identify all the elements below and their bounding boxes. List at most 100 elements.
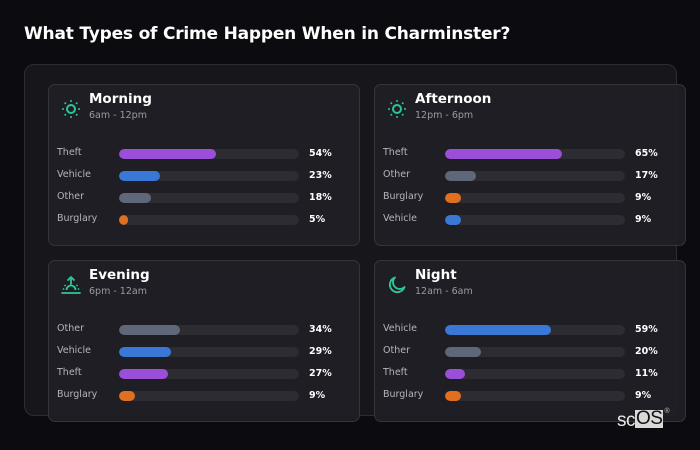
bar-track: [445, 325, 625, 335]
sunset-icon: [61, 276, 81, 294]
crime-type-label: Vehicle: [57, 345, 91, 356]
bar-fill: [119, 369, 168, 379]
bar-track: [119, 325, 299, 335]
crime-type-label: Burglary: [57, 389, 98, 400]
card-afternoon: Afternoon 12pm - 6pm Theft 65% Other 17%…: [374, 84, 686, 246]
bar-track: [119, 391, 299, 401]
bar-track: [445, 149, 625, 159]
crime-bar-row: Vehicle 29%: [49, 343, 359, 365]
crime-percent: 59%: [635, 324, 658, 335]
watermark-prefix: sc: [617, 410, 636, 431]
bar-track: [119, 171, 299, 181]
bar-track: [119, 149, 299, 159]
bar-track: [445, 391, 625, 401]
crime-type-label: Theft: [57, 147, 82, 158]
crime-bar-list: Vehicle 59% Other 20% Theft 11% Burglary…: [375, 321, 685, 409]
sun-icon: [388, 100, 406, 118]
crime-percent: 9%: [635, 214, 652, 225]
crime-type-label: Theft: [57, 367, 82, 378]
crime-percent: 23%: [309, 170, 332, 181]
bar-fill: [445, 215, 462, 225]
crime-percent: 9%: [635, 192, 652, 203]
bar-fill: [445, 149, 562, 159]
crime-bar-row: Theft 65%: [375, 145, 685, 167]
crime-percent: 9%: [309, 390, 326, 401]
card-title: Morning: [89, 91, 152, 107]
card-time-range: 6am - 12pm: [89, 110, 147, 121]
bar-fill: [445, 369, 465, 379]
bar-fill: [445, 171, 476, 181]
bar-fill: [119, 171, 161, 181]
crime-percent: 27%: [309, 368, 332, 379]
moon-icon: [388, 276, 406, 294]
crime-bar-row: Vehicle 59%: [375, 321, 685, 343]
crime-bar-row: Burglary 9%: [49, 387, 359, 409]
bar-fill: [119, 391, 136, 401]
crime-bar-list: Theft 65% Other 17% Burglary 9% Vehicle …: [375, 145, 685, 233]
card-time-range: 12pm - 6pm: [415, 110, 474, 121]
card-title: Evening: [89, 267, 150, 283]
crime-type-label: Vehicle: [57, 169, 91, 180]
crime-type-label: Other: [383, 169, 410, 180]
crime-type-label: Theft: [383, 367, 408, 378]
bar-track: [445, 171, 625, 181]
crime-bar-row: Burglary 9%: [375, 387, 685, 409]
bar-fill: [119, 149, 217, 159]
card-time-range: 12am - 6am: [415, 286, 473, 297]
crime-type-label: Other: [57, 323, 84, 334]
crime-bar-row: Vehicle 23%: [49, 167, 359, 189]
bar-track: [445, 347, 625, 357]
bar-fill: [119, 215, 128, 225]
crime-percent: 18%: [309, 192, 332, 203]
crime-bar-list: Other 34% Vehicle 29% Theft 27% Burglary…: [49, 321, 359, 409]
bar-track: [119, 369, 299, 379]
crime-bar-row: Other 20%: [375, 343, 685, 365]
crime-percent: 29%: [309, 346, 332, 357]
bar-fill: [445, 347, 481, 357]
crime-type-label: Other: [383, 345, 410, 356]
bar-fill: [119, 325, 181, 335]
crime-bar-row: Vehicle 9%: [375, 211, 685, 233]
crime-percent: 5%: [309, 214, 326, 225]
crime-type-label: Burglary: [57, 213, 98, 224]
crime-type-label: Theft: [383, 147, 408, 158]
crime-bar-row: Other 34%: [49, 321, 359, 343]
card-title: Afternoon: [415, 91, 492, 107]
card-night: Night 12am - 6am Vehicle 59% Other 20% T…: [374, 260, 686, 422]
crime-percent: 17%: [635, 170, 658, 181]
watermark-boxed-text: OS: [635, 408, 664, 429]
sun-icon: [62, 100, 80, 118]
crime-type-label: Burglary: [383, 389, 424, 400]
scos-watermark-logo: sc OS ®: [617, 408, 670, 432]
card-title: Night: [415, 267, 457, 283]
bar-track: [119, 193, 299, 203]
bar-fill: [445, 193, 462, 203]
bar-fill: [119, 193, 152, 203]
crime-type-label: Burglary: [383, 191, 424, 202]
page-title: What Types of Crime Happen When in Charm…: [24, 24, 511, 44]
card-time-range: 6pm - 12am: [89, 286, 147, 297]
card-morning: Morning 6am - 12pm Theft 54% Vehicle 23%…: [48, 84, 360, 246]
bar-fill: [445, 325, 552, 335]
crime-bar-row: Theft 27%: [49, 365, 359, 387]
crime-percent: 65%: [635, 148, 658, 159]
crime-bar-row: Theft 54%: [49, 145, 359, 167]
card-evening: Evening 6pm - 12am Other 34% Vehicle 29%…: [48, 260, 360, 422]
bar-fill: [445, 391, 462, 401]
bar-track: [445, 215, 625, 225]
bar-track: [119, 215, 299, 225]
crime-bar-row: Theft 11%: [375, 365, 685, 387]
crime-type-label: Vehicle: [383, 213, 417, 224]
bar-fill: [119, 347, 172, 357]
crime-percent: 54%: [309, 148, 332, 159]
crime-type-label: Vehicle: [383, 323, 417, 334]
crime-bar-row: Other 17%: [375, 167, 685, 189]
crime-percent: 9%: [635, 390, 652, 401]
crime-percent: 11%: [635, 368, 658, 379]
bar-track: [445, 369, 625, 379]
crime-percent: 34%: [309, 324, 332, 335]
registered-mark: ®: [664, 408, 670, 415]
crime-bar-row: Burglary 9%: [375, 189, 685, 211]
crime-bar-row: Burglary 5%: [49, 211, 359, 233]
crime-percent: 20%: [635, 346, 658, 357]
